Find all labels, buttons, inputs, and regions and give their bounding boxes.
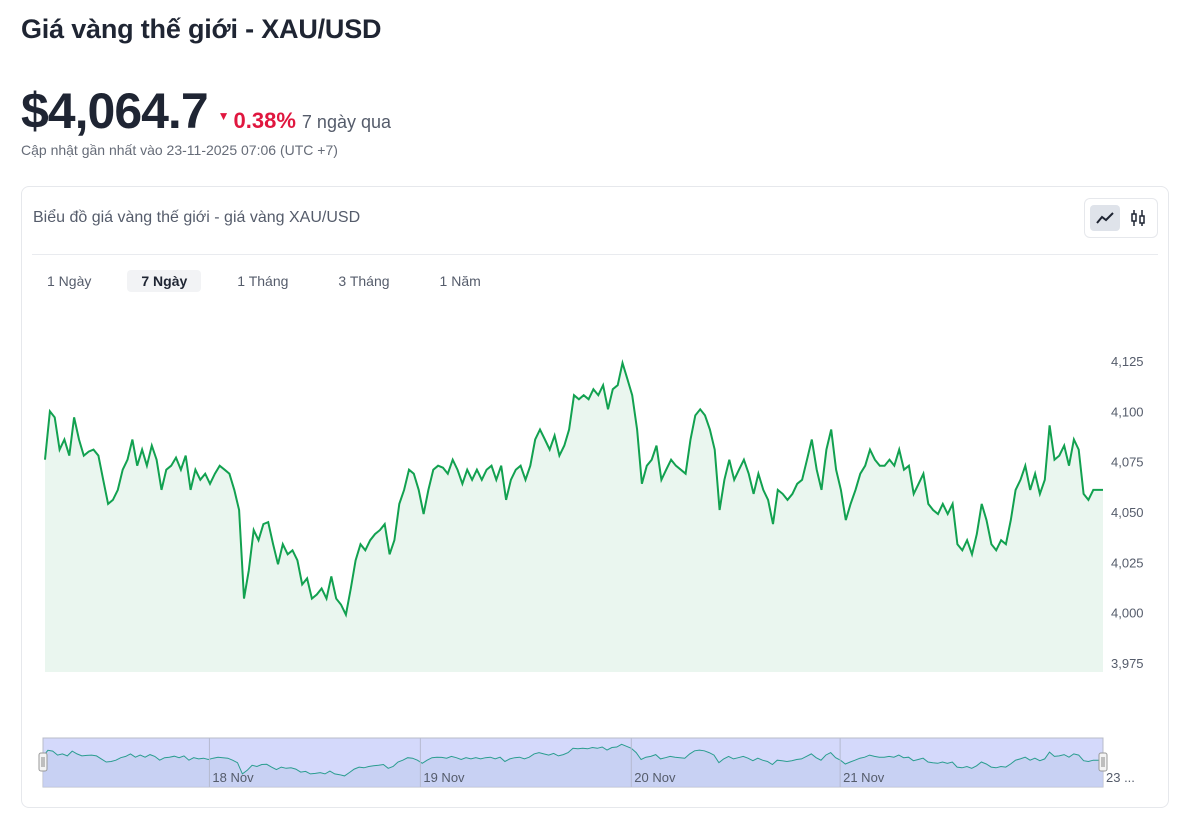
candlestick-icon [1131, 210, 1145, 226]
range-1-year[interactable]: 1 Năm [439, 273, 481, 289]
price-line [44, 359, 1103, 618]
page-title: Giá vàng thế giới - XAU/USD [21, 14, 382, 44]
y-tick-label: 4,025 [1111, 555, 1144, 570]
chart-type-toggle [1084, 198, 1158, 238]
navigator-right-handle[interactable] [1098, 752, 1108, 772]
navigator-area [43, 744, 1103, 787]
chart-card: Biểu đồ giá vàng thế giới - giá vàng XAU… [21, 186, 1169, 808]
navigator-left-handle[interactable] [38, 752, 48, 772]
y-tick-label: 4,125 [1111, 354, 1144, 369]
range-7-days[interactable]: 7 Ngày [127, 270, 202, 292]
y-tick-label: 4,000 [1111, 606, 1144, 621]
navigator-date-label: 23 ... [1106, 770, 1135, 785]
y-tick-label: 4,050 [1111, 505, 1144, 520]
navigator-date-label: 19 Nov [423, 770, 465, 785]
price-area [45, 363, 1103, 672]
range-1-month[interactable]: 1 Tháng [237, 273, 289, 289]
divider [32, 254, 1158, 255]
change-percent: 0.38% [233, 108, 296, 133]
y-tick-label: 4,075 [1111, 455, 1144, 470]
navigator-date-label: 18 Nov [212, 770, 254, 785]
navigator[interactable]: 18 Nov 19 Nov 20 Nov 21 Nov 23 ... [38, 737, 1135, 788]
navigator-date-label: 21 Nov [843, 770, 885, 785]
navigator-line [42, 743, 1103, 777]
range-1-day[interactable]: 1 Ngày [47, 273, 92, 289]
price-summary: $4,064.7 ▼ 0.38% 7 ngày qua [21, 82, 391, 140]
line-chart-button[interactable] [1090, 205, 1120, 231]
y-tick-label: 3,975 [1111, 656, 1144, 671]
navigator-date-label: 20 Nov [634, 770, 676, 785]
chart-title: Biểu đồ giá vàng thế giới - giá vàng XAU… [33, 209, 361, 226]
change-period: 7 ngày qua [301, 112, 391, 132]
line-chart-icon [1096, 212, 1114, 224]
candlestick-button[interactable] [1123, 205, 1153, 231]
last-updated: Cập nhật gần nhất vào 23-11-2025 07:06 (… [21, 142, 338, 158]
caret-down-icon: ▼ [217, 109, 230, 123]
range-3-months[interactable]: 3 Tháng [338, 273, 390, 289]
y-tick-label: 4,100 [1111, 404, 1144, 419]
current-price: $4,064.7 [21, 83, 209, 139]
range-tabs: 1 Ngày 7 Ngày 1 Tháng 3 Tháng 1 Năm [33, 270, 495, 292]
